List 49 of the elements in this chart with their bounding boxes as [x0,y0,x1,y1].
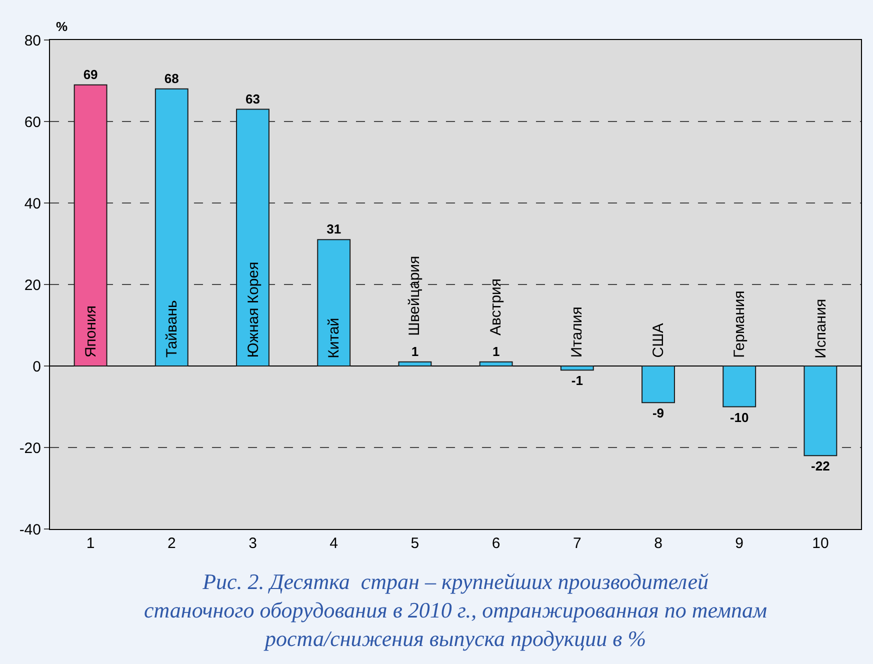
x-tick-label: 3 [248,535,257,552]
annotation: Тайвань [164,300,181,358]
y-tick-label: 20 [24,276,41,294]
data-label: 68 [164,70,179,86]
annotation: Швейцария [406,256,424,336]
annotation: Италия [568,306,586,358]
x-tick-label: 8 [654,535,662,552]
bar [560,366,594,371]
y-tick-label: -40 [19,521,41,538]
data-label: 69 [83,66,98,82]
y-axis-title: % [56,19,68,34]
annotation: Южная Корея [244,262,262,358]
y-tick-label: 0 [32,358,41,376]
x-tick-label: 4 [330,535,338,552]
data-label: 63 [246,91,260,106]
x-tick-label: 9 [735,535,744,552]
data-label: -1 [571,373,583,388]
data-label: 31 [326,222,342,237]
annotation: Германия [730,290,748,358]
bar [722,366,756,408]
annotation: США [650,323,667,358]
annotation: Китай [325,318,342,358]
y-tick-label: 80 [24,32,41,50]
data-label: 1 [492,344,500,359]
annotation: Австрия [488,278,505,336]
bar [479,361,513,366]
bar [317,239,351,366]
x-tick-label: 1 [86,535,95,552]
bar [154,88,188,366]
annotation: Испания [812,298,830,358]
x-tick-label: 6 [492,535,500,552]
x-tick-label: 2 [167,535,176,552]
bar [804,366,838,456]
x-tick-label: 10 [812,535,829,552]
x-tick-label: 5 [410,535,420,552]
data-label: -22 [811,458,830,474]
data-label: -9 [652,406,664,421]
data-label: 1 [411,344,419,359]
annotation: Япония [82,305,100,358]
bar [398,361,432,366]
x-tick-label: 7 [572,535,582,552]
y-tick-label: 60 [24,114,41,131]
text: Рис. 2. Десятка стран – крупнейших производителей станочного оборудования в 2010 г., отранжированная по темпам роста/снижения выпуска продукции в % [144,569,768,652]
y-tick-label: -20 [19,440,41,457]
y-tick-label: 40 [24,195,41,212]
data-label: -10 [730,410,749,425]
bar [642,366,675,404]
bar [74,84,108,366]
bar [236,108,270,366]
